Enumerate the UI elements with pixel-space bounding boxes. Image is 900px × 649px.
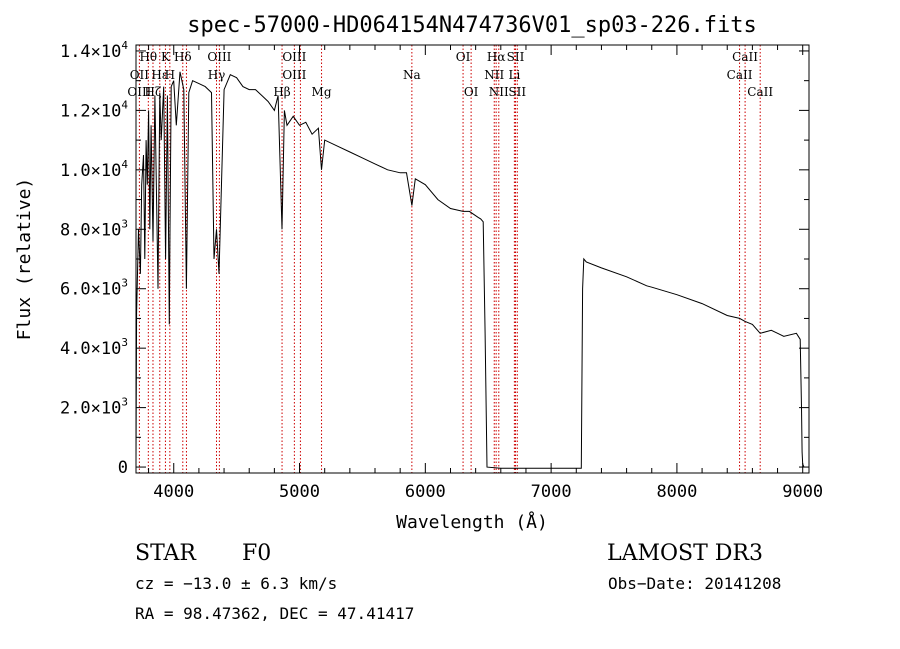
survey-name: LAMOST DR3 xyxy=(607,541,763,566)
line-label: Hδ xyxy=(174,50,192,64)
line-label: OIII xyxy=(282,50,306,64)
line-label: CaII xyxy=(732,50,758,64)
line-label: Hα xyxy=(487,50,506,64)
star-label: STAR xyxy=(135,541,197,566)
x-tick-label: 7000 xyxy=(531,482,572,502)
line-label: H xyxy=(165,68,175,82)
obs-date: Obs−Date: 20141208 xyxy=(608,574,781,593)
spectrum-line xyxy=(135,71,805,469)
chart-title: spec-57000-HD064154N474736V01_sp03-226.f… xyxy=(187,13,757,38)
spectral-type: F0 xyxy=(242,541,271,566)
line-label: NII xyxy=(484,68,504,82)
line-label: Hζ xyxy=(144,85,161,99)
line-label: Hγ xyxy=(208,68,226,82)
ra-dec: RA = 98.47362, DEC = 47.41417 xyxy=(135,604,414,623)
info-panel: STAR F0 LAMOST DR3 cz = −13.0 ± 6.3 km/s… xyxy=(135,541,781,623)
line-label: Hβ xyxy=(273,85,290,99)
y-axis-label: Flux (relative) xyxy=(14,178,35,341)
y-tick-label: 8.0×103 xyxy=(60,217,128,240)
x-tick-label: 4000 xyxy=(153,482,194,502)
spectrum-series xyxy=(135,71,805,469)
y-tick-label: 0 xyxy=(118,458,128,478)
line-label: Na xyxy=(403,68,421,82)
x-tick-label: 9000 xyxy=(782,482,823,502)
line-label: K xyxy=(161,50,171,64)
line-label: OII xyxy=(130,68,150,82)
y-tick-label: 2.0×103 xyxy=(60,396,128,419)
y-axis-ticks: 0 2.0×103 4.0×103 6.0×103 8.0×103 1.0×104 1.2×… xyxy=(60,39,809,478)
x-tick-label: 5000 xyxy=(279,482,320,502)
line-label: Mg xyxy=(312,85,332,99)
y-tick-label: 1.2×104 xyxy=(60,98,128,121)
line-label: OI xyxy=(464,85,479,99)
line-label: SII xyxy=(508,85,526,99)
spectral-line-markers xyxy=(138,45,761,473)
y-tick-label: 1.0×104 xyxy=(60,158,128,181)
line-label: Hθ xyxy=(139,50,157,64)
line-label: CaII xyxy=(727,68,753,82)
y-tick-label: 1.4×104 xyxy=(60,39,128,62)
plot-frame xyxy=(135,44,810,474)
x-axis-ticks: 4000 5000 6000 7000 8000 9000 xyxy=(148,45,823,502)
line-label: OIII xyxy=(127,85,151,99)
line-label: OIII xyxy=(282,68,306,82)
line-label: OI xyxy=(456,50,471,64)
line-label: CaII xyxy=(747,85,773,99)
line-label: Hε xyxy=(151,68,168,82)
y-tick-label: 6.0×103 xyxy=(60,277,128,300)
line-label: OIII xyxy=(207,50,231,64)
x-tick-label: 8000 xyxy=(656,482,697,502)
y-tick-label: 4.0×103 xyxy=(60,336,128,359)
line-label: Li xyxy=(508,68,520,82)
x-tick-label: 6000 xyxy=(405,482,446,502)
line-label: SII xyxy=(507,50,525,64)
redshift-cz: cz = −13.0 ± 6.3 km/s xyxy=(135,574,337,593)
x-axis-label: Wavelength (Å) xyxy=(396,511,548,533)
line-label: NII xyxy=(489,85,509,99)
